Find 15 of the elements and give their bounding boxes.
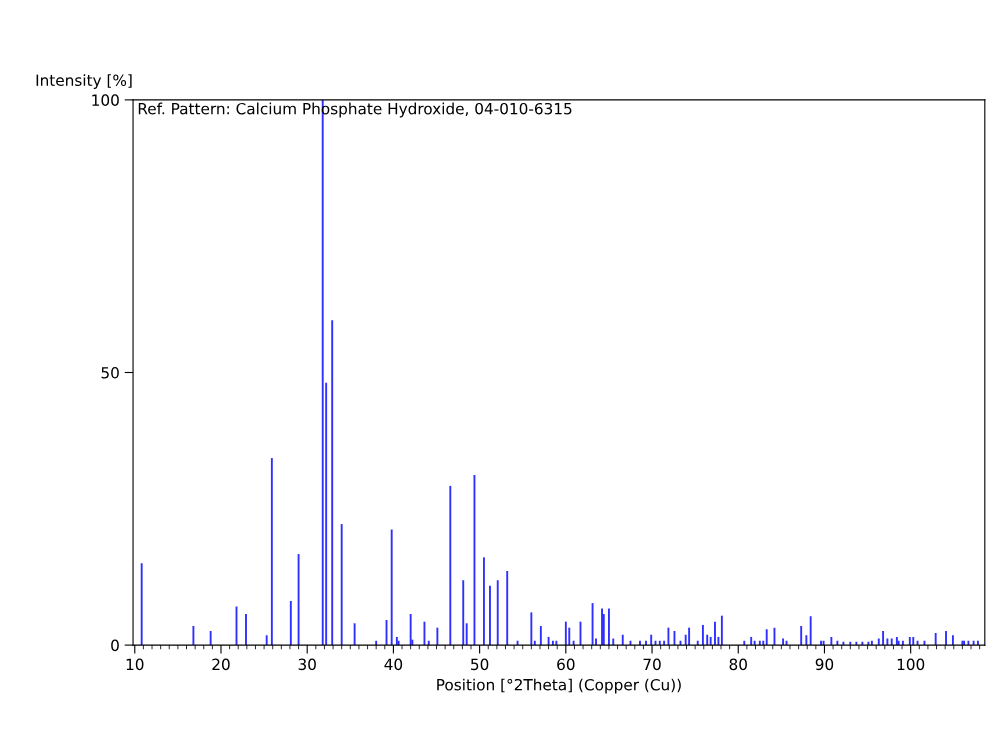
x-tick-label: 30 bbox=[298, 658, 316, 671]
y-tick-label: 100 bbox=[92, 94, 119, 106]
x-tick-label: 80 bbox=[729, 658, 747, 671]
y-axis-title: Intensity [%] bbox=[36, 74, 132, 89]
x-tick-label: 10 bbox=[126, 658, 144, 671]
y-tick-label: 50 bbox=[101, 366, 119, 379]
x-tick-label: 100 bbox=[897, 658, 925, 671]
x-tick-label: 50 bbox=[471, 658, 489, 671]
x-tick-label: 40 bbox=[384, 658, 403, 671]
x-tick-label: 20 bbox=[212, 658, 230, 671]
x-tick-label: 60 bbox=[557, 658, 575, 671]
x-axis-title: Position [°2Theta] (Copper (Cu)) bbox=[437, 678, 681, 694]
y-tick-label: 0 bbox=[111, 639, 119, 652]
x-tick-label: 70 bbox=[643, 658, 661, 671]
x-tick-label: 90 bbox=[815, 658, 834, 671]
